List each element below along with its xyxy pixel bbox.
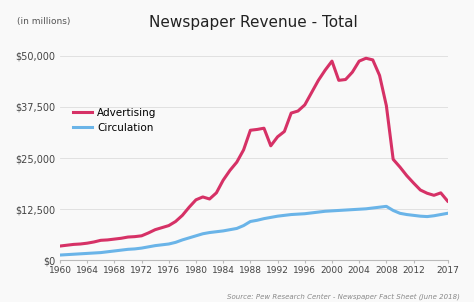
Line: Circulation: Circulation: [60, 206, 447, 255]
Advertising: [57, 244, 63, 248]
Line: Advertising: Advertising: [60, 58, 447, 246]
Title: Newspaper Revenue - Total: Newspaper Revenue - Total: [149, 15, 358, 30]
Circulation: [383, 204, 389, 208]
Text: (in millions): (in millions): [18, 17, 71, 26]
Advertising: [316, 79, 321, 82]
Advertising: [146, 231, 151, 235]
Circulation: [343, 208, 348, 212]
Circulation: [431, 214, 437, 217]
Circulation: [390, 209, 396, 212]
Advertising: [152, 228, 158, 232]
Text: Source: Pew Research Center - Newspaper Fact Sheet (June 2018): Source: Pew Research Center - Newspaper …: [227, 294, 460, 300]
Advertising: [390, 158, 396, 161]
Advertising: [343, 78, 348, 81]
Circulation: [146, 245, 151, 249]
Circulation: [445, 211, 450, 215]
Advertising: [445, 199, 450, 203]
Circulation: [152, 244, 158, 247]
Circulation: [57, 253, 63, 257]
Circulation: [316, 210, 321, 214]
Advertising: [363, 56, 369, 60]
Legend: Advertising, Circulation: Advertising, Circulation: [69, 104, 161, 137]
Advertising: [431, 194, 437, 197]
